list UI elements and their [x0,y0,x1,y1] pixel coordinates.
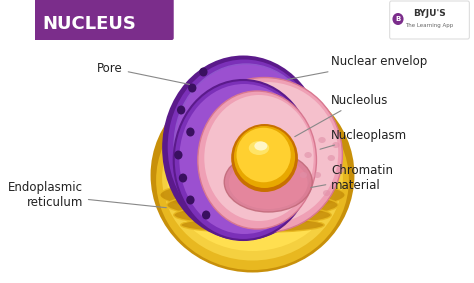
Text: Nuclear envelop: Nuclear envelop [288,55,428,80]
Ellipse shape [337,167,344,173]
Ellipse shape [194,82,338,224]
Ellipse shape [179,84,309,234]
Ellipse shape [188,83,196,93]
Text: B: B [395,16,401,22]
Ellipse shape [177,106,185,115]
Ellipse shape [156,90,349,270]
Ellipse shape [174,151,182,160]
FancyBboxPatch shape [390,1,469,39]
Ellipse shape [151,78,355,273]
Ellipse shape [187,78,342,233]
Ellipse shape [179,173,187,183]
Ellipse shape [174,64,318,226]
Ellipse shape [181,218,324,233]
Ellipse shape [224,152,312,212]
Ellipse shape [162,95,343,260]
Ellipse shape [314,172,321,178]
Ellipse shape [249,141,269,155]
Ellipse shape [328,155,335,161]
Ellipse shape [186,196,194,205]
Ellipse shape [167,192,338,218]
Ellipse shape [202,211,210,220]
Ellipse shape [198,91,317,229]
Ellipse shape [173,205,331,225]
Ellipse shape [392,13,403,25]
Text: Pore: Pore [97,61,190,84]
Ellipse shape [173,80,313,240]
Ellipse shape [304,152,312,158]
Ellipse shape [168,59,320,235]
Ellipse shape [204,95,314,221]
Ellipse shape [199,68,208,76]
Ellipse shape [319,137,326,143]
Ellipse shape [231,124,298,192]
Ellipse shape [162,55,324,241]
Ellipse shape [234,126,295,188]
Text: NUCLEUS: NUCLEUS [42,15,136,33]
Ellipse shape [300,172,307,178]
Ellipse shape [323,190,330,196]
Ellipse shape [229,157,308,209]
Ellipse shape [186,128,194,136]
Text: BYJU'S: BYJU'S [413,10,446,18]
Text: Nucleoplasm: Nucleoplasm [320,128,407,149]
Text: Endoplasmic
reticulum: Endoplasmic reticulum [8,181,166,209]
Text: Nucleolus: Nucleolus [295,93,389,137]
Ellipse shape [255,142,267,151]
Ellipse shape [332,142,339,148]
Ellipse shape [236,127,292,183]
Text: The Learning App: The Learning App [405,23,454,29]
FancyBboxPatch shape [33,0,173,40]
Text: Chromatin
material: Chromatin material [311,164,393,192]
Ellipse shape [167,99,338,251]
Ellipse shape [160,180,345,210]
